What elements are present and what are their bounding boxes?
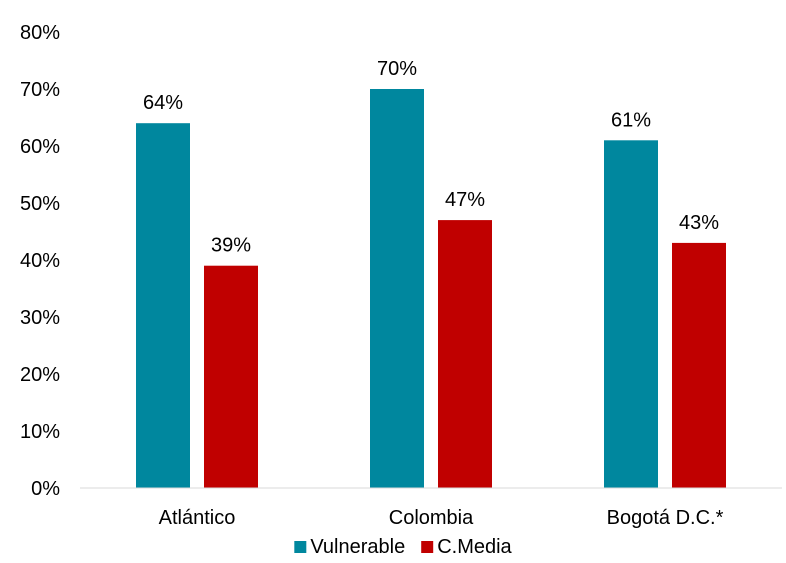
data-label: 70% [377,58,417,80]
data-label: 39% [211,235,251,257]
category-label: Atlántico [159,507,236,529]
category-label: Colombia [389,507,474,529]
bar-c-media-3 [672,242,726,488]
y-tick-label: 40% [20,250,60,272]
data-labels: 64% 39% 70% 47% 61% 43% [143,58,719,257]
category-label: Bogotá D.C.* [607,507,724,529]
data-label: 43% [679,212,719,234]
data-label: 61% [611,109,651,131]
bar-c-media-2 [438,220,492,488]
legend-label: C.Media [437,536,512,558]
bar-vulnerable-3 [604,140,658,489]
legend-swatch [294,541,307,553]
y-tick-label: 80% [20,22,60,44]
legend-swatch [421,541,434,553]
legend-label: Vulnerable [310,536,405,558]
y-tick-label: 20% [20,364,60,386]
bar-vulnerable-2 [370,89,424,488]
y-tick-label: 10% [20,421,60,443]
y-tick-label: 50% [20,193,60,215]
bar-vulnerable-1 [136,123,190,488]
y-tick-label: 60% [20,136,60,158]
y-tick-label: 0% [31,478,60,500]
bar-c-media-1 [204,265,258,488]
data-label: 64% [143,92,183,114]
y-tick-label: 30% [20,307,60,329]
bars [136,89,726,489]
legend: Vulnerable C.Media [294,536,513,558]
data-label: 47% [445,189,485,211]
y-tick-label: 70% [20,79,60,101]
category-labels: Atlántico Colombia Bogotá D.C.* [159,507,724,529]
y-axis: 0% 10% 20% 30% 40% 50% 60% 70% 80% [20,22,60,500]
